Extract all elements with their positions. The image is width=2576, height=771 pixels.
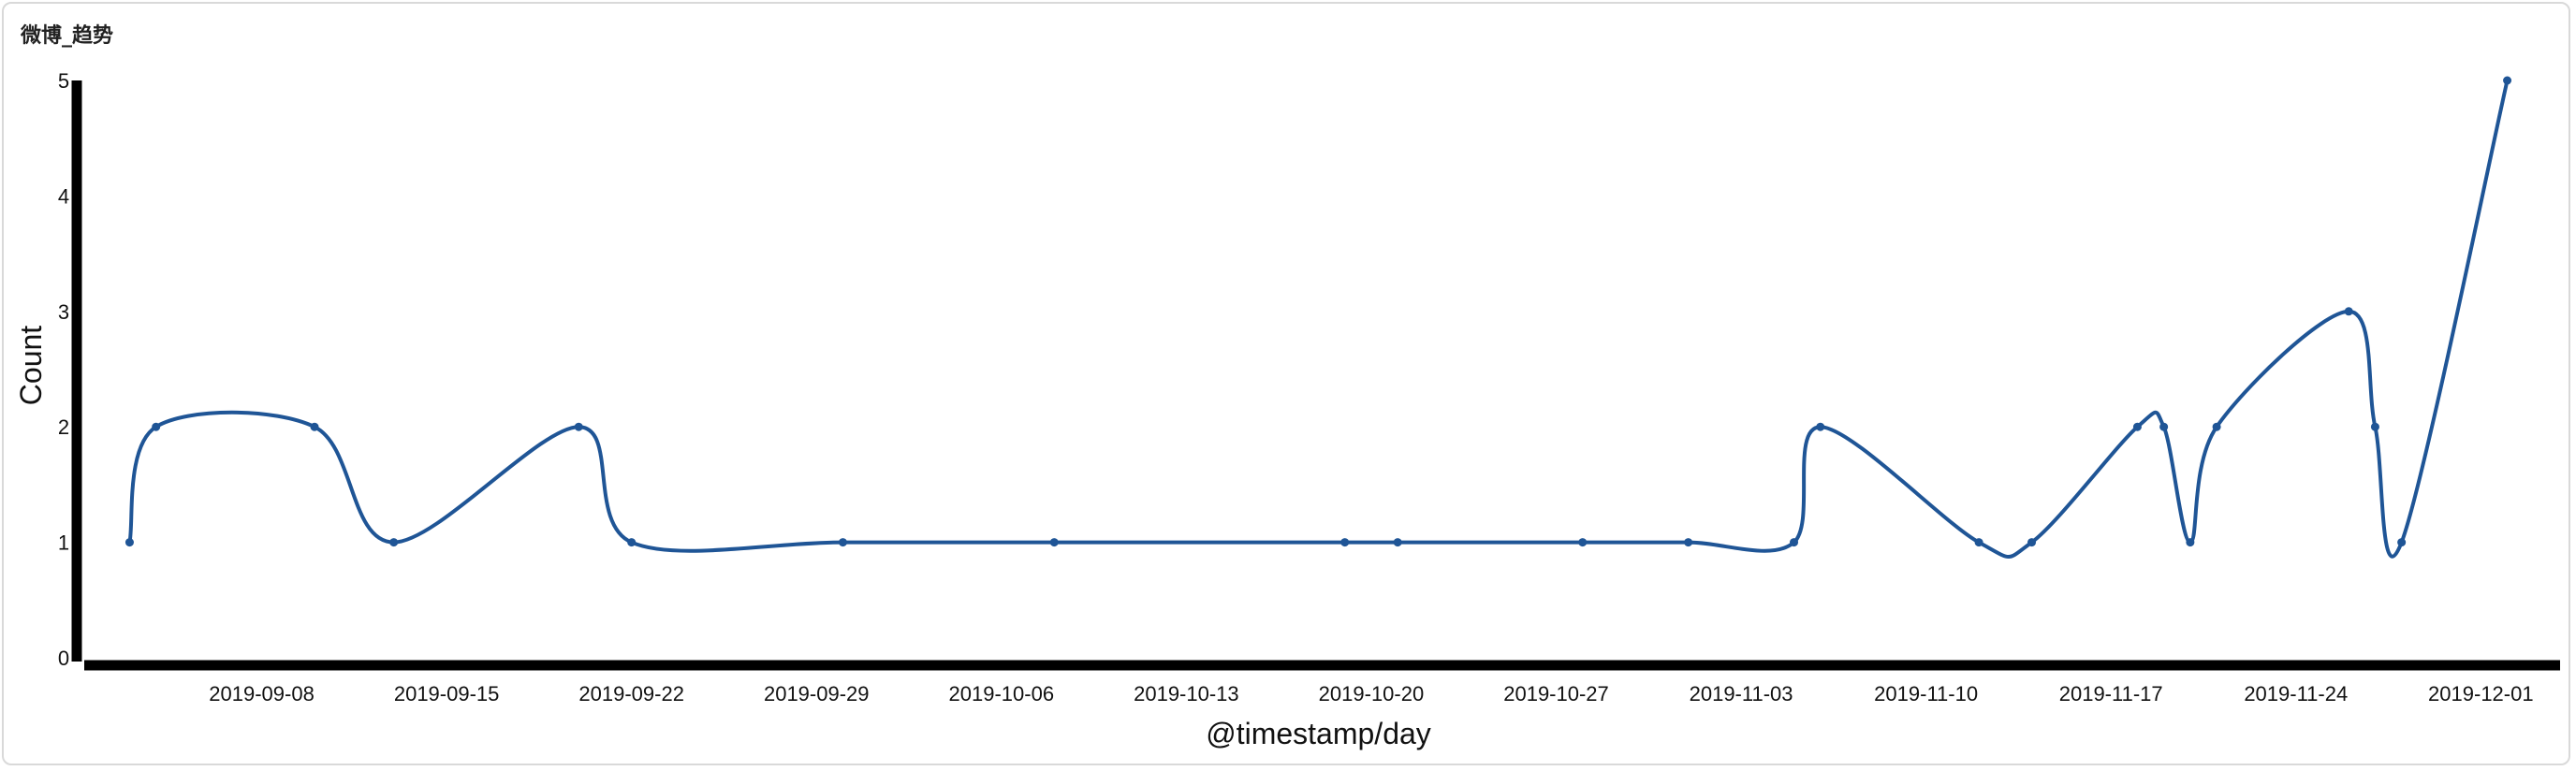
data-point[interactable]	[838, 538, 847, 547]
data-point[interactable]	[2027, 538, 2037, 547]
x-tick-label: 2019-11-24	[2244, 682, 2348, 706]
data-point[interactable]	[389, 538, 399, 547]
x-tick-label: 2019-10-13	[1134, 682, 1239, 706]
data-point[interactable]	[1816, 422, 1825, 431]
x-tick-label: 2019-11-17	[2059, 682, 2163, 706]
data-point[interactable]	[2344, 307, 2353, 316]
data-point[interactable]	[1049, 538, 1059, 547]
data-point[interactable]	[152, 422, 161, 431]
series-line	[127, 80, 2510, 559]
data-point[interactable]	[310, 422, 319, 431]
y-axis: 0 1 2 3 4 5	[58, 69, 82, 670]
x-tick-label: 2019-12-01	[2428, 682, 2534, 706]
data-point[interactable]	[1684, 538, 1693, 547]
y-tick-label: 4	[58, 184, 69, 208]
data-point[interactable]	[2503, 76, 2512, 85]
x-tick-label: 2019-10-06	[949, 682, 1055, 706]
x-axis: 2019-09-08 2019-09-15 2019-09-22 2019-09-29…	[84, 660, 2560, 706]
series	[124, 76, 2512, 559]
x-tick-label: 2019-09-15	[394, 682, 500, 706]
y-axis-title: Count	[14, 326, 48, 406]
x-tick-label: 2019-09-22	[578, 682, 684, 706]
data-point[interactable]	[1974, 538, 1983, 547]
y-tick-label: 1	[58, 531, 69, 555]
x-tick-label: 2019-11-10	[1874, 682, 1978, 706]
data-point[interactable]	[1393, 538, 1402, 547]
x-tick-label: 2019-10-27	[1503, 682, 1609, 706]
data-point[interactable]	[1578, 538, 1588, 547]
data-point[interactable]	[2132, 422, 2142, 431]
data-point[interactable]	[2397, 538, 2407, 547]
y-tick-label: 3	[58, 300, 69, 324]
x-tick-label: 2019-10-20	[1319, 682, 1425, 706]
data-point[interactable]	[574, 422, 583, 431]
y-tick-label: 0	[58, 647, 69, 670]
data-point[interactable]	[627, 538, 637, 547]
y-tick-label: 2	[58, 415, 69, 439]
x-tick-label: 2019-09-08	[209, 682, 315, 706]
data-point[interactable]	[2159, 422, 2169, 431]
y-tick-label: 5	[58, 69, 69, 93]
data-point[interactable]	[124, 538, 134, 547]
data-point[interactable]	[2370, 422, 2379, 431]
data-point[interactable]	[2212, 422, 2221, 431]
data-point[interactable]	[1790, 538, 1799, 547]
data-point[interactable]	[2186, 538, 2195, 547]
panel-title: 微博_趋势	[21, 24, 114, 48]
data-point[interactable]	[1340, 538, 1350, 547]
x-tick-label: 2019-09-29	[764, 682, 870, 706]
x-tick-label: 2019-11-03	[1690, 682, 1793, 706]
x-axis-title: @timestamp/day	[1206, 717, 1431, 750]
